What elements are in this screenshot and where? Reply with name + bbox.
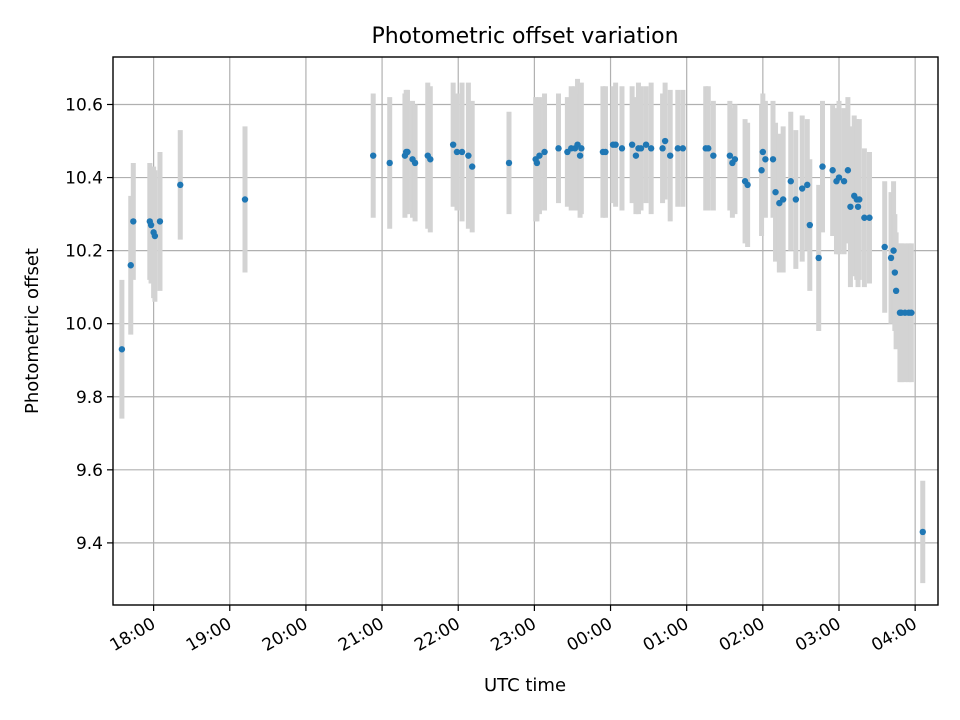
data-point bbox=[449, 141, 457, 148]
x-tick-label: 19:00 bbox=[183, 614, 235, 656]
x-tick-label: 03:00 bbox=[792, 614, 844, 656]
x-tick-label: 21:00 bbox=[335, 614, 387, 656]
data-point bbox=[628, 141, 636, 148]
data-point bbox=[369, 152, 377, 159]
data-point bbox=[726, 152, 734, 159]
data-point bbox=[151, 232, 159, 240]
data-point bbox=[642, 141, 650, 148]
data-point bbox=[127, 262, 134, 269]
y-tick-label: 10.4 bbox=[65, 169, 103, 189]
y-axis-label: Photometric offset bbox=[22, 248, 43, 414]
data-point bbox=[819, 163, 826, 170]
data-point bbox=[555, 145, 562, 152]
data-point bbox=[772, 188, 779, 196]
plot-frame bbox=[112, 56, 939, 606]
data-point bbox=[536, 152, 543, 159]
y-tick-label: 9.6 bbox=[76, 461, 103, 481]
data-point bbox=[806, 221, 814, 229]
data-point bbox=[840, 178, 848, 185]
data-point bbox=[829, 167, 836, 174]
data-point bbox=[815, 254, 822, 262]
data-point bbox=[798, 185, 806, 192]
data-point bbox=[792, 196, 800, 203]
data-point bbox=[647, 145, 655, 152]
data-point bbox=[866, 214, 873, 221]
data-point bbox=[533, 159, 541, 167]
data-point bbox=[891, 269, 899, 276]
data-point bbox=[411, 159, 419, 167]
data-point bbox=[404, 148, 411, 156]
data-point bbox=[241, 196, 249, 203]
y-tick-label: 9.8 bbox=[76, 388, 103, 408]
data-point bbox=[541, 148, 548, 156]
data-point bbox=[769, 156, 777, 163]
y-tick-label: 10.2 bbox=[65, 242, 103, 262]
data-point bbox=[779, 196, 787, 203]
data-point bbox=[787, 178, 794, 185]
data-point bbox=[887, 254, 895, 262]
data-point bbox=[892, 287, 900, 295]
data-point bbox=[666, 152, 674, 159]
data-point bbox=[835, 174, 843, 181]
y-tick-label: 9.4 bbox=[76, 534, 103, 554]
x-tick-label: 04:00 bbox=[868, 614, 920, 656]
data-point bbox=[632, 152, 640, 159]
data-point bbox=[147, 221, 155, 229]
data-point bbox=[758, 167, 765, 174]
data-point bbox=[804, 181, 811, 189]
y-tick-label: 10.6 bbox=[65, 95, 103, 115]
x-tick-label: 02:00 bbox=[716, 614, 768, 656]
data-point bbox=[762, 156, 769, 163]
errorbar-layer bbox=[119, 78, 926, 584]
x-axis-label: UTC time bbox=[484, 675, 566, 696]
chart-title: Photometric offset variation bbox=[371, 24, 678, 49]
data-point bbox=[674, 145, 682, 152]
data-point bbox=[861, 214, 868, 221]
data-point bbox=[602, 148, 609, 156]
data-point bbox=[618, 145, 626, 152]
data-point bbox=[854, 203, 862, 210]
data-point bbox=[881, 243, 888, 251]
data-point bbox=[710, 152, 717, 159]
data-point bbox=[458, 148, 466, 156]
data-point bbox=[679, 145, 687, 152]
data-point bbox=[856, 196, 863, 203]
data-point bbox=[468, 163, 476, 170]
x-tick-label: 00:00 bbox=[564, 614, 616, 656]
point-layer bbox=[118, 137, 926, 536]
y-tick-label: 10.0 bbox=[65, 315, 103, 335]
data-point bbox=[576, 152, 584, 159]
data-point bbox=[505, 159, 513, 167]
data-point bbox=[156, 218, 164, 225]
x-tick-label: 01:00 bbox=[640, 614, 692, 656]
data-point bbox=[919, 528, 926, 536]
data-point bbox=[612, 141, 619, 148]
data-point bbox=[759, 148, 767, 156]
data-point bbox=[177, 181, 184, 189]
data-point bbox=[847, 203, 854, 210]
data-point bbox=[427, 156, 434, 163]
data-point bbox=[908, 309, 915, 316]
data-point bbox=[659, 145, 666, 152]
data-point bbox=[705, 145, 712, 152]
data-point bbox=[453, 148, 461, 156]
x-tick-label: 18:00 bbox=[107, 614, 159, 656]
x-tick-label: 20:00 bbox=[259, 614, 311, 656]
data-point bbox=[744, 181, 751, 189]
x-tick-label: 23:00 bbox=[487, 614, 539, 656]
grid-layer bbox=[113, 57, 938, 605]
data-point bbox=[578, 145, 585, 152]
data-point bbox=[661, 137, 669, 145]
data-point bbox=[130, 218, 137, 225]
x-tick-label: 22:00 bbox=[411, 614, 463, 656]
data-point bbox=[637, 145, 645, 152]
data-point bbox=[386, 159, 393, 167]
data-point bbox=[844, 167, 852, 174]
data-point bbox=[890, 247, 897, 254]
data-point bbox=[118, 346, 126, 353]
data-point bbox=[465, 152, 472, 159]
data-point bbox=[731, 156, 739, 163]
